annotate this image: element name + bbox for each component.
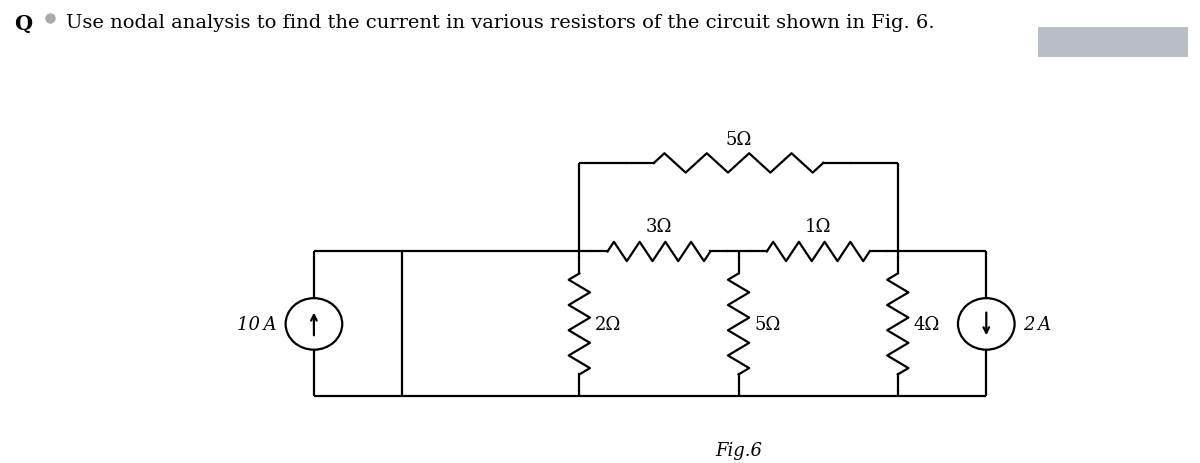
Text: 5Ω: 5Ω: [755, 315, 781, 333]
Text: 4Ω: 4Ω: [913, 315, 940, 333]
Text: 1Ω: 1Ω: [805, 218, 832, 236]
Text: 2Ω: 2Ω: [595, 315, 622, 333]
Text: 10 A: 10 A: [238, 315, 277, 333]
Text: 3Ω: 3Ω: [646, 218, 672, 236]
Text: Use nodal analysis to find the current in various resistors of the circuit shown: Use nodal analysis to find the current i…: [66, 14, 935, 32]
Text: 2 A: 2 A: [1024, 315, 1051, 333]
Text: Fig.6: Fig.6: [715, 441, 762, 459]
Text: 5Ω: 5Ω: [725, 131, 751, 149]
Text: Q: Q: [14, 14, 32, 34]
